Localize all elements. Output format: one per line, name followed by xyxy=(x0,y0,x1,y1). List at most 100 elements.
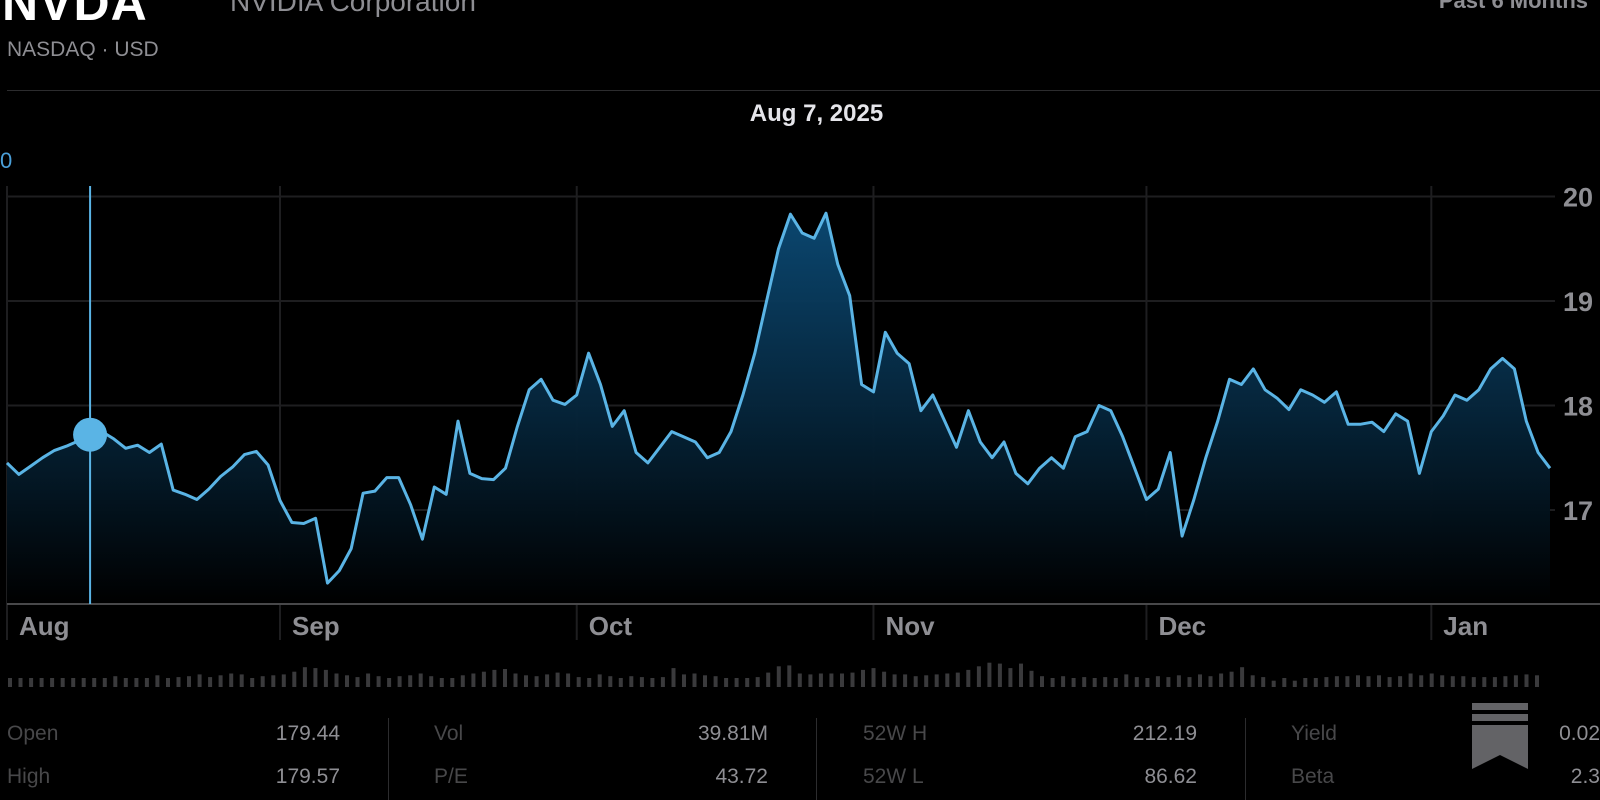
volume-bar xyxy=(1377,675,1381,687)
volume-bar xyxy=(1535,675,1539,687)
stat-row-beta: Beta 2.3 xyxy=(1285,765,1600,795)
volume-bar xyxy=(492,669,497,687)
volume-bar xyxy=(1524,674,1529,687)
volume-bar xyxy=(1345,676,1350,687)
volume-bar xyxy=(471,673,476,687)
volume-bar xyxy=(176,677,181,687)
stats-column-2: Vol 39.81M P/E 43.72 xyxy=(428,700,768,800)
volume-bar xyxy=(1029,670,1034,687)
volume-bar xyxy=(534,676,539,687)
volume-bar xyxy=(1208,676,1213,687)
volume-bar xyxy=(787,665,792,687)
volume-bar xyxy=(229,673,234,687)
volume-bar xyxy=(850,672,855,687)
volume-bar xyxy=(966,669,971,687)
volume-bar xyxy=(1387,677,1392,687)
stat-value-vol: 39.81M xyxy=(697,722,768,745)
volume-bar xyxy=(1271,680,1276,687)
volume-bar xyxy=(1419,675,1424,687)
volume-bar xyxy=(1492,677,1497,687)
volume-bar xyxy=(713,676,718,687)
volume-bar xyxy=(113,676,118,687)
volume-bar xyxy=(197,674,202,687)
volume-bar xyxy=(1240,667,1245,687)
volume-bar xyxy=(987,662,992,687)
volume-bar xyxy=(39,678,44,687)
stats-separator-2 xyxy=(816,718,817,800)
stat-row-pe: P/E 43.72 xyxy=(428,765,768,795)
stats-column-3: 52W H 212.19 52W L 86.62 xyxy=(857,700,1197,800)
x-tick-label: Dec xyxy=(1158,611,1206,641)
volume-bar xyxy=(555,672,560,687)
x-tick-label: Nov xyxy=(885,611,935,641)
y-tick-label: 17 xyxy=(1563,496,1593,526)
stat-row-yield: Yield 0.02 xyxy=(1285,722,1600,752)
stat-row-52wh: 52W H 212.19 xyxy=(857,722,1197,752)
stats-separator-3 xyxy=(1245,718,1246,800)
volume-bar xyxy=(1071,678,1076,687)
volume-bar xyxy=(934,674,939,687)
volume-bar xyxy=(366,673,371,687)
volume-bar xyxy=(60,678,65,687)
range-selector[interactable]: Past 6 Months xyxy=(1438,0,1588,13)
stat-label-open: Open xyxy=(7,722,59,745)
volume-bar xyxy=(945,673,950,687)
stats-panel: Open 179.44 High 179.57 Vol 39.81M P/E 4… xyxy=(0,700,1600,800)
volume-bar xyxy=(1061,676,1066,687)
volume-bar xyxy=(734,678,739,687)
volume-bar xyxy=(134,678,139,687)
volume-bar xyxy=(1366,676,1371,687)
volume-bar xyxy=(1187,677,1192,687)
y-axis: 20 19 18 17 xyxy=(1563,182,1593,526)
volume-bar xyxy=(1408,673,1413,687)
volume-bar xyxy=(208,677,213,687)
volume-bar xyxy=(50,678,55,687)
stat-label-high: High xyxy=(7,765,51,788)
volume-bar xyxy=(292,671,297,687)
volume-bar xyxy=(818,673,823,687)
volume-bar xyxy=(397,676,402,687)
volume-bar xyxy=(1282,678,1287,687)
volume-bar xyxy=(1313,678,1318,687)
volume-bar xyxy=(1250,675,1255,687)
volume-bar xyxy=(376,676,381,687)
volume-bar xyxy=(187,676,191,687)
volume-bar xyxy=(1050,678,1055,687)
volume-bar xyxy=(429,676,434,687)
stat-label-yield: Yield xyxy=(1291,722,1337,745)
volume-bar xyxy=(882,671,887,687)
stat-value-open: 179.44 xyxy=(275,722,340,745)
volume-bar xyxy=(408,675,413,687)
stat-value-52wl: 86.62 xyxy=(1144,765,1197,788)
volume-bar xyxy=(1513,675,1518,687)
volume-bars xyxy=(8,662,1539,687)
stat-value-52wh: 212.19 xyxy=(1132,722,1197,745)
volume-bar xyxy=(123,678,128,687)
volume-bar xyxy=(1082,677,1087,687)
volume-bar xyxy=(81,678,86,687)
stats-separator-1 xyxy=(388,718,389,800)
stats-column-4: Yield 0.02 Beta 2.3 xyxy=(1285,700,1600,800)
stat-value-high: 179.57 xyxy=(275,765,340,788)
volume-bar xyxy=(1219,673,1224,687)
stat-row-52wl: 52W L 86.62 xyxy=(857,765,1197,795)
stat-value-yield: 0.02 xyxy=(1559,722,1600,745)
volume-bar xyxy=(724,678,729,687)
volume-bar xyxy=(271,675,276,687)
volume-bar xyxy=(155,675,160,687)
volume-bar xyxy=(166,678,170,687)
stat-label-vol: Vol xyxy=(434,722,464,745)
crosshair-dot[interactable] xyxy=(73,417,108,452)
volume-bar xyxy=(1124,674,1129,687)
volume-bar xyxy=(797,673,802,687)
volume-bar xyxy=(1450,676,1455,687)
volume-bar xyxy=(1482,677,1487,687)
y-tick-label: 18 xyxy=(1563,391,1593,421)
bookmark-icon[interactable] xyxy=(1470,703,1530,771)
volume-bar xyxy=(1198,674,1202,687)
volume-bar xyxy=(1229,671,1234,687)
volume-bar xyxy=(692,673,697,687)
volume-bar xyxy=(260,676,265,687)
volume-bar xyxy=(460,675,465,687)
